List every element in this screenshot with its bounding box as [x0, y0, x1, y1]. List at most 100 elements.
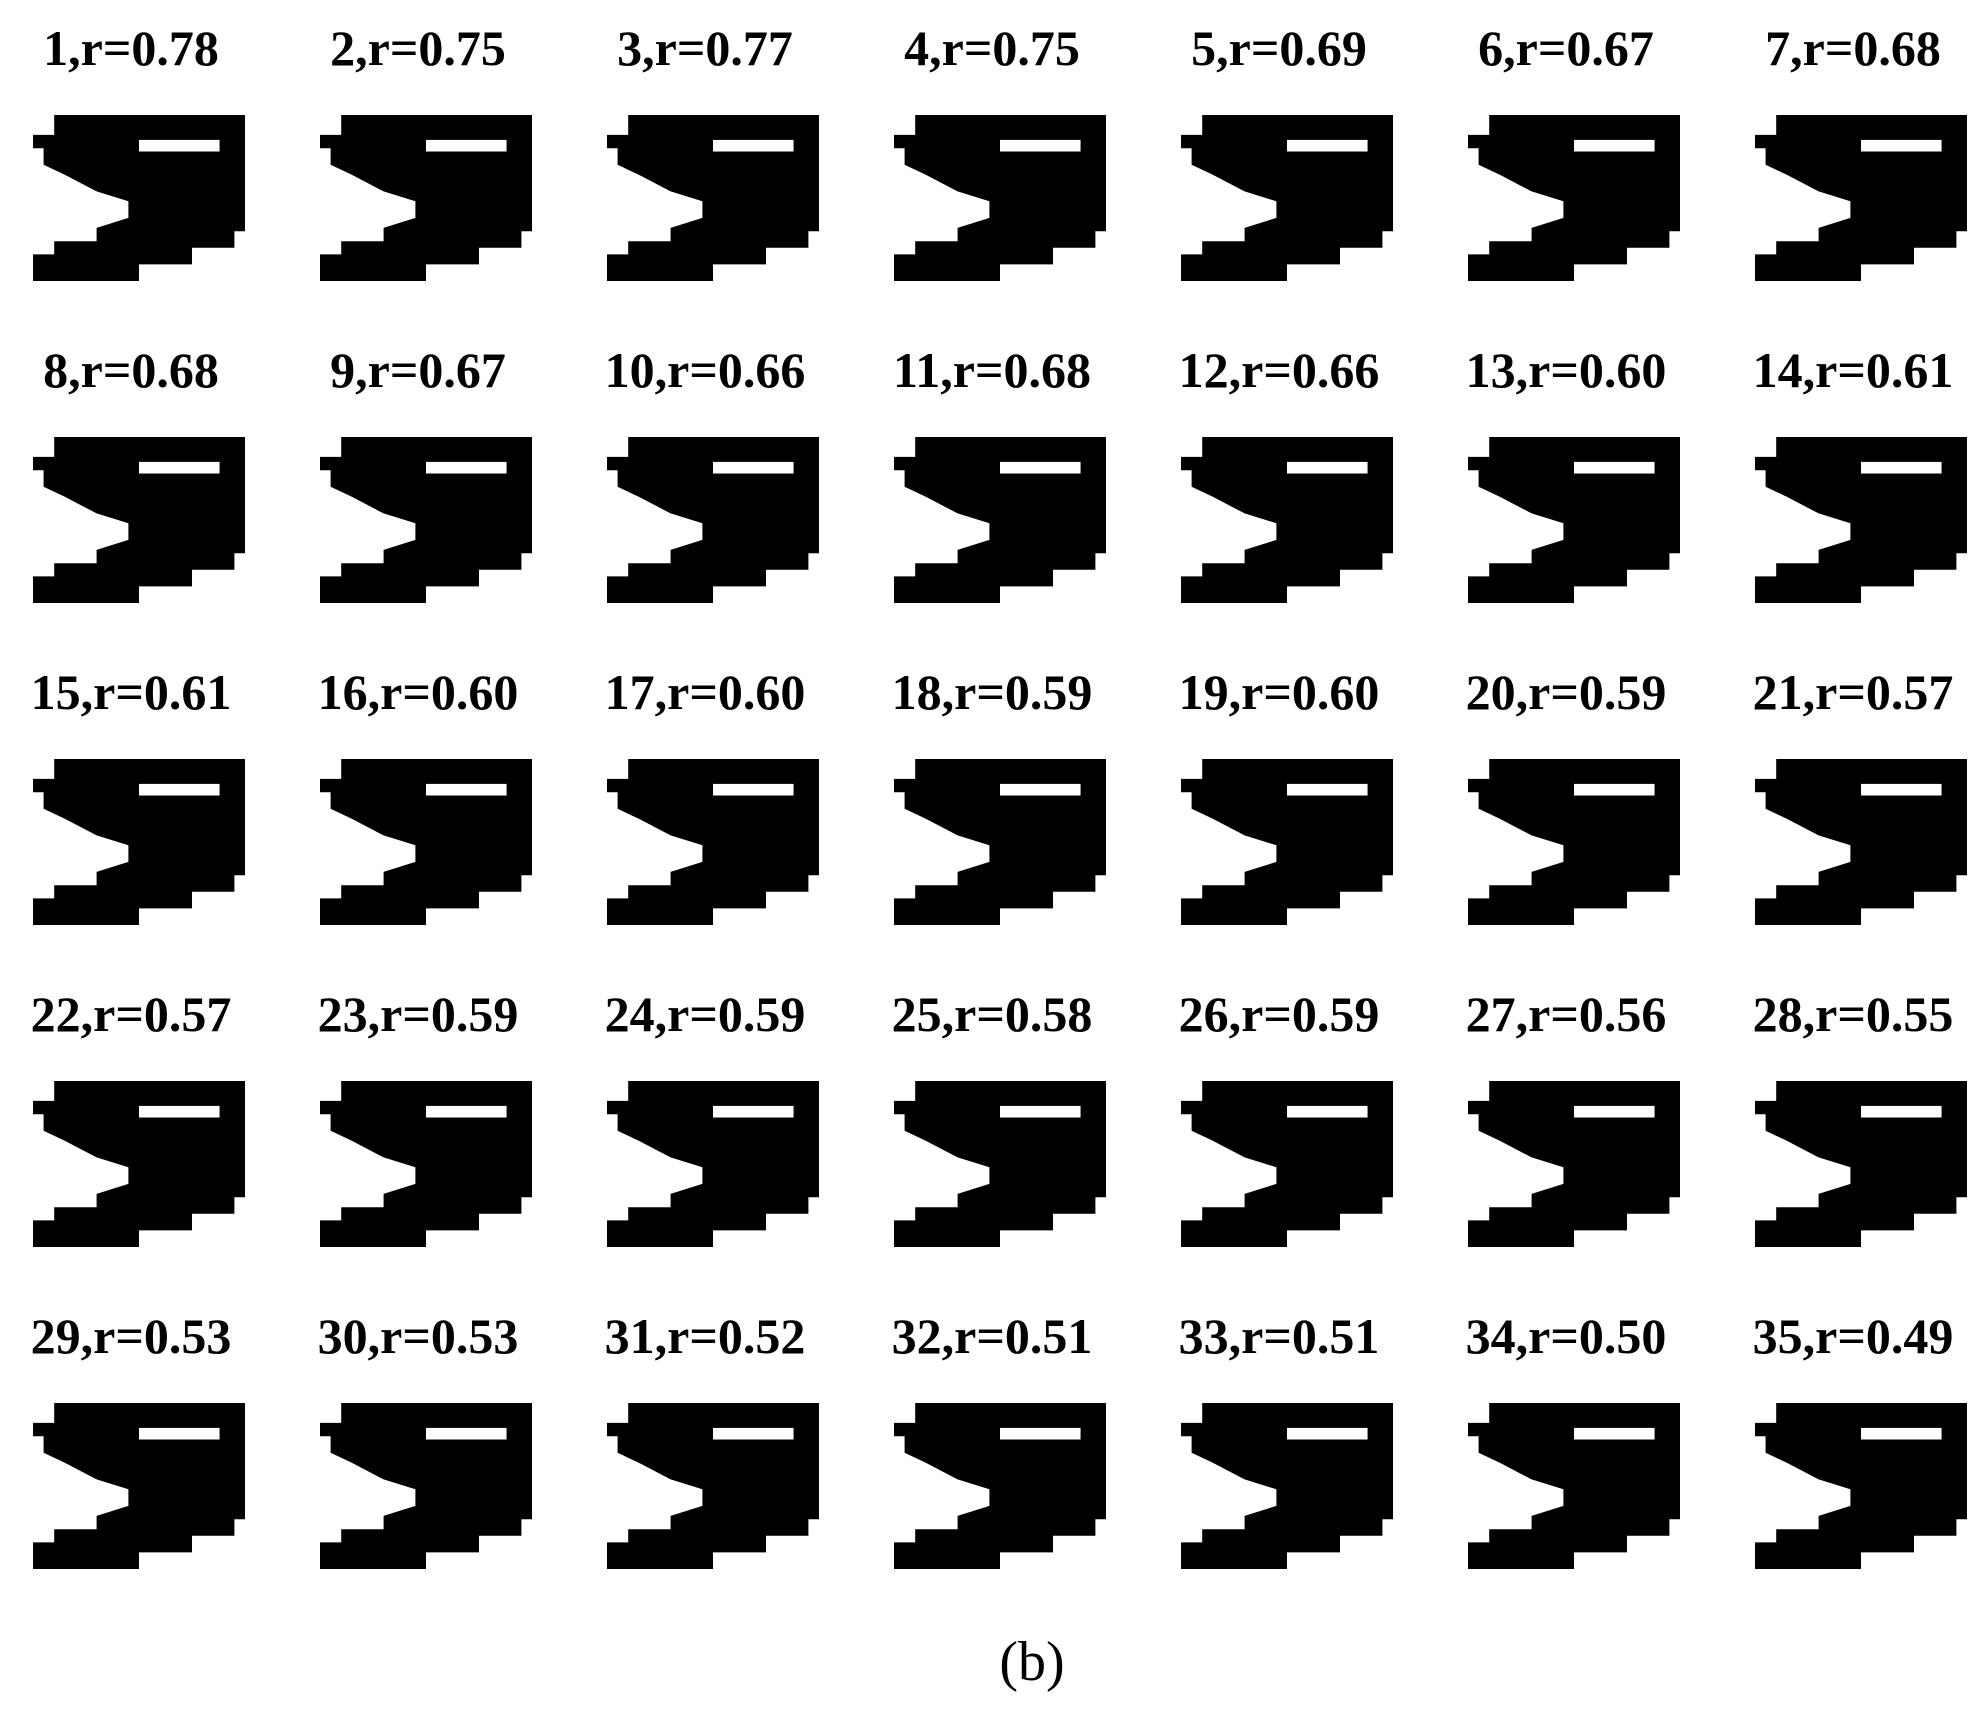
image-hole	[1000, 1105, 1081, 1118]
panel-label: 21,r=0.57	[1753, 664, 1954, 720]
image-hole	[139, 1427, 220, 1440]
panel-label: 20,r=0.59	[1466, 664, 1667, 720]
panel-label: 27,r=0.56	[1466, 986, 1667, 1042]
panel-label: 7,r=0.68	[1765, 20, 1941, 76]
binary-image	[1755, 115, 1967, 281]
binary-image	[607, 1081, 819, 1247]
image-hole	[1574, 461, 1655, 474]
panel-label: 16,r=0.60	[318, 664, 519, 720]
image-hole	[1861, 1427, 1942, 1440]
image-hole	[426, 1427, 507, 1440]
image-hole	[1574, 1105, 1655, 1118]
image-hole	[1861, 461, 1942, 474]
binary-image	[607, 437, 819, 603]
panel-label: 1,r=0.78	[43, 20, 219, 76]
binary-image	[33, 437, 245, 603]
panel-label: 10,r=0.66	[605, 342, 806, 398]
panel-label: 32,r=0.51	[892, 1308, 1093, 1364]
binary-image	[1468, 437, 1680, 603]
binary-image	[1755, 1403, 1967, 1569]
image-hole	[139, 783, 220, 796]
binary-image	[894, 1081, 1106, 1247]
binary-image	[320, 1403, 532, 1569]
image-hole	[426, 139, 507, 152]
binary-image	[1181, 115, 1393, 281]
panel-label: 35,r=0.49	[1753, 1308, 1954, 1364]
image-hole	[1000, 139, 1081, 152]
binary-image	[320, 1081, 532, 1247]
binary-image	[33, 1081, 245, 1247]
panel-label: 26,r=0.59	[1179, 986, 1380, 1042]
panel-label: 2,r=0.75	[330, 20, 506, 76]
binary-image	[33, 1403, 245, 1569]
image-hole	[1287, 139, 1368, 152]
binary-image	[1468, 759, 1680, 925]
panel-label: 23,r=0.59	[318, 986, 519, 1042]
panel-label: 13,r=0.60	[1466, 342, 1667, 398]
panel-label: 11,r=0.68	[893, 342, 1091, 398]
binary-image	[1181, 759, 1393, 925]
image-hole	[426, 783, 507, 796]
binary-image	[320, 759, 532, 925]
binary-image	[607, 115, 819, 281]
panel-label: 34,r=0.50	[1466, 1308, 1667, 1364]
image-hole	[713, 139, 794, 152]
binary-image	[1755, 1081, 1967, 1247]
image-hole	[1000, 461, 1081, 474]
image-hole	[1574, 783, 1655, 796]
binary-image	[320, 437, 532, 603]
binary-image	[607, 1403, 819, 1569]
image-hole	[713, 783, 794, 796]
binary-image	[320, 115, 532, 281]
image-hole	[1287, 1105, 1368, 1118]
panel-label: 5,r=0.69	[1191, 20, 1367, 76]
binary-image	[1755, 437, 1967, 603]
panel-label: 24,r=0.59	[605, 986, 806, 1042]
binary-image	[1468, 115, 1680, 281]
image-hole	[1861, 783, 1942, 796]
panel-label: 19,r=0.60	[1179, 664, 1380, 720]
image-hole	[1000, 783, 1081, 796]
binary-image	[1468, 1403, 1680, 1569]
image-hole	[426, 461, 507, 474]
image-hole	[426, 1105, 507, 1118]
image-hole	[139, 139, 220, 152]
panel-label: 31,r=0.52	[605, 1308, 806, 1364]
panel-label: 15,r=0.61	[31, 664, 232, 720]
panel-label: 6,r=0.67	[1478, 20, 1654, 76]
panel-label: 29,r=0.53	[31, 1308, 232, 1364]
binary-image	[1755, 759, 1967, 925]
panel-label: 9,r=0.67	[330, 342, 506, 398]
panel-label: 22,r=0.57	[31, 986, 232, 1042]
binary-image	[1181, 1403, 1393, 1569]
panel-label: 17,r=0.60	[605, 664, 806, 720]
panel-label: 12,r=0.66	[1179, 342, 1380, 398]
panel-label: 30,r=0.53	[318, 1308, 519, 1364]
binary-image	[1181, 1081, 1393, 1247]
image-hole	[1287, 461, 1368, 474]
caption: (b)	[999, 1631, 1064, 1693]
panel-label: 33,r=0.51	[1179, 1308, 1380, 1364]
panel-label: 14,r=0.61	[1753, 342, 1954, 398]
binary-image	[33, 759, 245, 925]
image-hole	[713, 1105, 794, 1118]
panel-label: 3,r=0.77	[617, 20, 793, 76]
binary-image	[894, 1403, 1106, 1569]
binary-image	[894, 437, 1106, 603]
image-hole	[1574, 1427, 1655, 1440]
binary-image	[894, 115, 1106, 281]
image-hole	[1574, 139, 1655, 152]
image-hole	[1000, 1427, 1081, 1440]
image-hole	[713, 1427, 794, 1440]
panel-label: 8,r=0.68	[43, 342, 219, 398]
image-hole	[1861, 1105, 1942, 1118]
binary-image	[894, 759, 1106, 925]
image-hole	[1287, 783, 1368, 796]
binary-image	[607, 759, 819, 925]
image-hole	[139, 1105, 220, 1118]
binary-image	[1468, 1081, 1680, 1247]
panel-label: 25,r=0.58	[892, 986, 1093, 1042]
image-hole	[713, 461, 794, 474]
